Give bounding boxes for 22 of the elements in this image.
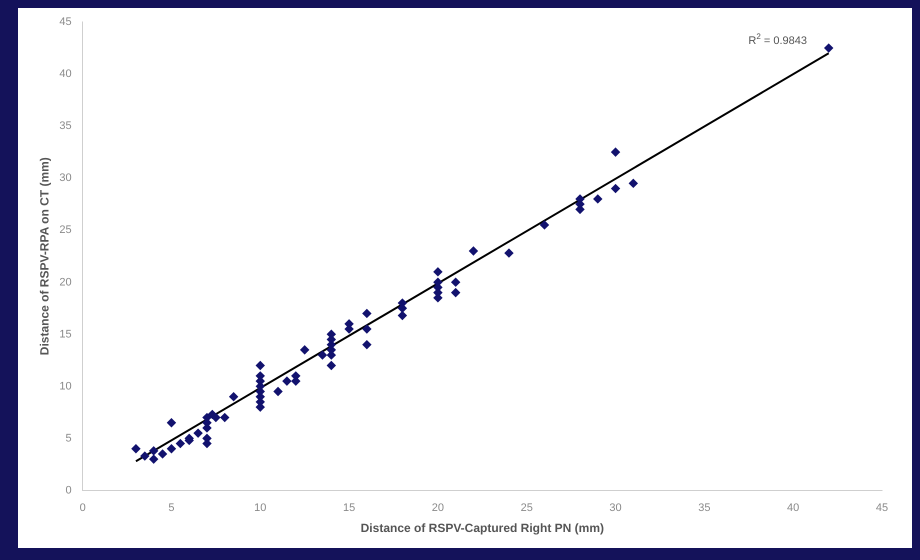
x-tick-label: 40 [787, 502, 800, 514]
x-tick-label: 0 [80, 502, 86, 514]
x-tick-label: 30 [609, 502, 622, 514]
x-tick-label: 5 [168, 502, 175, 514]
y-tick-label: 25 [59, 224, 72, 236]
y-tick-label: 0 [66, 484, 72, 496]
y-tick-label: 15 [59, 328, 72, 340]
y-tick-label: 45 [59, 16, 72, 28]
x-axis-title: Distance of RSPV-Captured Right PN (mm) [360, 521, 604, 536]
x-tick-label: 10 [254, 502, 266, 514]
y-tick-label: 40 [59, 68, 72, 80]
y-axis-title: Distance of RSPV-RPA on CT (mm) [38, 157, 52, 356]
y-tick-label: 20 [59, 276, 72, 288]
y-tick-label: 30 [59, 172, 72, 184]
y-tick-label: 35 [59, 120, 72, 132]
x-tick-label: 15 [342, 502, 356, 514]
x-tick-label: 35 [698, 502, 710, 514]
x-tick-label: 20 [432, 502, 444, 514]
y-tick-label: 10 [59, 380, 72, 392]
x-tick-label: 25 [520, 502, 533, 514]
y-tick-label: 5 [66, 432, 72, 444]
x-tick-label: 45 [876, 502, 888, 514]
